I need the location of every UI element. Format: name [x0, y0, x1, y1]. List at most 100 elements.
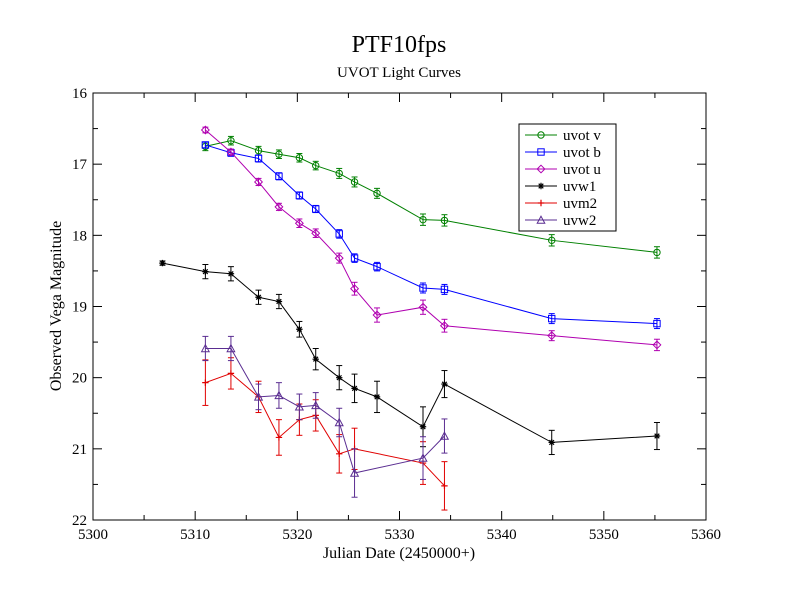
legend-label-uvw2: uvw2 [563, 213, 596, 229]
data-point-uvw1 [548, 439, 555, 446]
data-point-uvot-b [653, 319, 661, 328]
data-point-uvm2 [275, 434, 283, 441]
data-point-uvot-u [418, 302, 428, 312]
data-point-uvot-b [350, 254, 359, 262]
legend-label-uvot-b: uvot b [563, 145, 601, 161]
x-axis-label: Julian Date (2450000+) [323, 545, 475, 562]
data-point-uvw2 [226, 343, 236, 353]
x-tick-label: 5310 [180, 527, 210, 543]
legend-marker-uvw1 [537, 182, 545, 190]
x-axis: 5300 5310 5320 5330 5340 5350 5360 [78, 93, 721, 543]
data-point-uvw1 [419, 423, 427, 430]
legend-marker-uvot-b [537, 148, 545, 156]
data-point-uvw2 [334, 417, 344, 427]
series-line-uvm2 [205, 372, 445, 487]
data-point-uvw1 [227, 270, 235, 277]
series-uvot-v [201, 135, 661, 259]
data-point-uvot-v [548, 236, 556, 245]
data-point-uvw1 [255, 294, 262, 301]
data-point-uvot-b [275, 172, 283, 180]
y-tick-label: 18 [72, 228, 87, 244]
data-point-uvot-u [372, 310, 382, 320]
data-point-uvot-v [373, 189, 381, 198]
data-point-uvw2 [200, 343, 211, 353]
x-tick-label: 5350 [589, 527, 619, 543]
series-line-uvw2 [205, 347, 445, 474]
legend-marker-uvw2 [536, 215, 546, 224]
data-point-uvw2 [294, 401, 305, 411]
series-uvw1 [159, 259, 661, 456]
data-point-uvw1 [296, 326, 303, 333]
data-point-uvw1 [441, 380, 448, 388]
series-uvw2 [200, 335, 450, 498]
data-point-uvot-b [419, 284, 427, 292]
data-point-uvm2 [202, 379, 209, 386]
y-axis: 16 17 18 19 20 21 22 [72, 86, 706, 529]
y-tick-label: 19 [72, 300, 87, 316]
x-tick-label: 5300 [78, 527, 108, 543]
data-point-uvot-v [653, 248, 661, 257]
y-tick-label: 20 [72, 371, 87, 387]
legend-box [518, 123, 617, 232]
data-point-uvw2 [274, 390, 284, 400]
data-point-uvm2 [336, 450, 343, 458]
data-point-uvot-v [419, 215, 427, 224]
data-point-uvot-u [274, 202, 284, 212]
data-point-uvot-v [335, 169, 343, 178]
data-point-uvw1 [312, 355, 319, 363]
data-point-uvot-v [440, 216, 449, 225]
y-axis-label: Observed Vega Magnitude [48, 221, 65, 391]
data-point-uvot-v [295, 154, 304, 162]
series-layer [159, 125, 662, 511]
data-point-uvot-v [312, 161, 320, 170]
data-point-uvot-u [311, 228, 321, 238]
data-point-uvot-u [652, 340, 662, 350]
legend-label-uvot-v: uvot v [563, 128, 601, 144]
data-point-uvot-u [350, 284, 360, 294]
y-tick-label: 17 [72, 157, 88, 173]
y-tick-label: 21 [72, 442, 87, 458]
data-point-uvm2 [227, 370, 235, 377]
data-point-uvw2 [311, 400, 321, 410]
data-point-uvot-v [275, 150, 283, 158]
legend-label-uvw1: uvw1 [563, 179, 596, 195]
data-point-uvw1 [351, 385, 358, 392]
data-point-uvot-v [227, 136, 235, 145]
data-point-uvw1 [373, 393, 381, 401]
y-tick-label: 22 [72, 513, 87, 529]
legend-marker-uvot-v [537, 131, 545, 139]
data-point-uvw1 [275, 298, 283, 305]
data-point-uvot-b [312, 205, 320, 213]
x-tick-label: 5330 [385, 527, 415, 543]
data-point-uvot-b [201, 141, 210, 149]
chart-subtitle: UVOT Light Curves [337, 65, 461, 81]
data-point-uvot-u [254, 177, 264, 187]
data-point-uvw1 [336, 374, 343, 381]
data-point-uvot-b [373, 262, 381, 271]
data-point-uvot-u [294, 218, 304, 228]
x-tick-label: 5340 [487, 527, 517, 543]
data-point-uvot-v [254, 146, 263, 155]
data-point-uvw1 [653, 432, 661, 440]
data-point-uvw1 [202, 268, 209, 275]
series-line-uvw1 [162, 262, 657, 443]
data-point-uvot-u [439, 321, 449, 331]
data-point-uvot-u [200, 125, 210, 135]
data-point-uvot-b [295, 191, 304, 200]
legend-label-uvm2: uvm2 [563, 196, 597, 212]
chart-title: PTF10fps [352, 32, 447, 58]
data-point-uvot-u [334, 253, 344, 263]
data-point-uvot-b [548, 314, 556, 323]
series-uvot-u [200, 125, 662, 352]
data-point-uvot-u [226, 147, 236, 157]
data-point-uvot-b [440, 285, 449, 294]
data-point-uvot-u [547, 331, 557, 341]
data-point-uvw2 [349, 468, 360, 477]
data-point-uvot-v [350, 178, 359, 186]
data-point-uvw1 [159, 259, 166, 267]
data-point-uvm2 [441, 482, 448, 490]
data-point-uvw2 [418, 453, 428, 462]
data-point-uvot-b [335, 230, 343, 238]
